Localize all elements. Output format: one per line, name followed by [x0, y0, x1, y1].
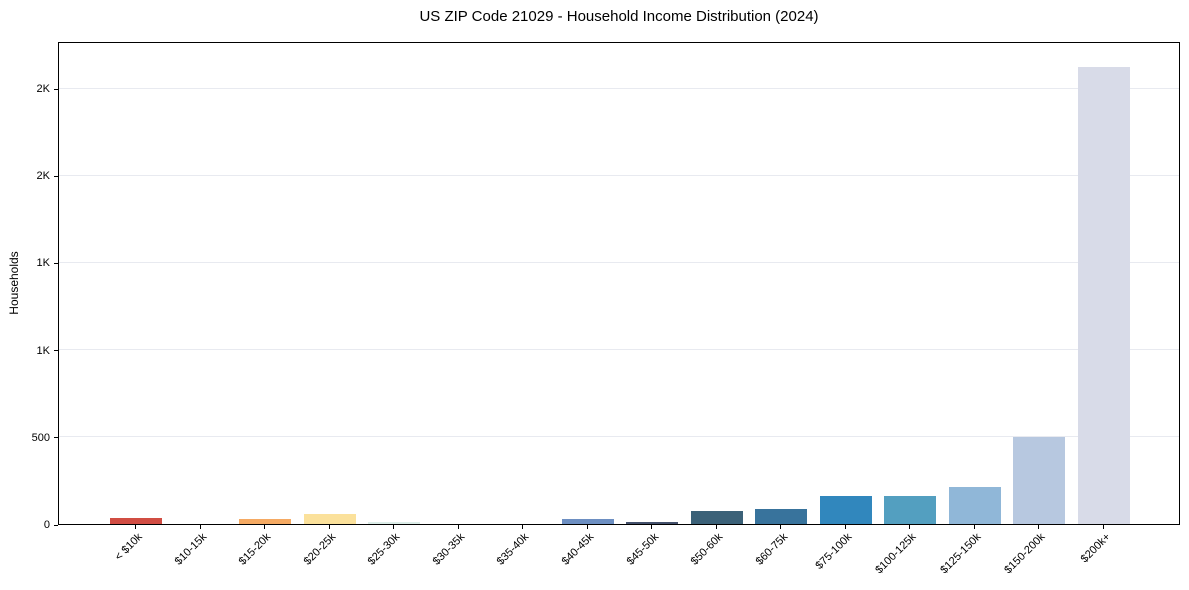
x-tick [780, 525, 782, 529]
y-tick-label: 0 [43, 519, 50, 531]
gridline [59, 349, 1179, 351]
x-tick [909, 525, 911, 529]
x-tick-label-text: $35-40k [495, 531, 532, 568]
x-tick [264, 525, 266, 529]
y-tick-label: 2K [36, 83, 50, 96]
x-tick-label-text: $50-60k [688, 531, 726, 568]
x-tick-label-text: < $10k [112, 531, 145, 564]
x-tick-label-text: $60-75k [753, 531, 790, 568]
x-tick [522, 525, 524, 529]
gridline [59, 87, 1179, 89]
bar [1013, 436, 1066, 524]
bar [884, 495, 937, 524]
x-tick [844, 525, 846, 529]
x-tick [1038, 525, 1040, 529]
x-tick-label-text: $75-100k [813, 531, 855, 572]
y-tick [54, 175, 58, 177]
y-tick-label: 500 [31, 431, 50, 444]
x-tick [586, 525, 588, 529]
bar [561, 518, 614, 524]
bar [755, 508, 808, 524]
x-tick-label-text: $200k+ [1078, 531, 1113, 566]
y-tick-label: 1K [36, 344, 50, 357]
y-tick-label: 1K [36, 257, 50, 270]
bar [303, 514, 356, 524]
bar [1078, 67, 1130, 524]
bar [110, 517, 162, 524]
bar [948, 486, 1001, 524]
y-tick [54, 350, 58, 352]
x-tick-label-text: $30-35k [430, 531, 468, 568]
x-tick [135, 525, 136, 529]
x-tick-label-text: $45-50k [624, 531, 661, 568]
chart-title: US ZIP Code 21029 - Household Income Dis… [419, 8, 819, 25]
gridline [59, 174, 1179, 176]
y-tick [54, 262, 58, 264]
x-tick [651, 525, 653, 529]
x-tick-label-text: $40-45k [559, 531, 597, 568]
y-tick [54, 437, 58, 439]
x-tick [328, 525, 330, 529]
x-tick [715, 525, 717, 529]
y-tick-label: 2K [36, 170, 50, 183]
x-tick [973, 525, 975, 529]
x-tick-label-text: $10-15k [172, 531, 210, 568]
x-tick-label-text: $100-125k [873, 531, 919, 577]
bar [368, 522, 421, 524]
x-tick-label-text: $125-150k [938, 531, 984, 577]
x-tick-label-text: $20-25k [301, 531, 339, 568]
bar [819, 496, 872, 524]
x-tick-label-text: $25-30k [366, 531, 403, 568]
bar [239, 519, 292, 524]
x-tick-label-text: $15-20k [236, 531, 274, 568]
gridline [59, 261, 1179, 263]
y-tick [54, 88, 58, 90]
gridline [59, 436, 1179, 438]
plot-area [58, 42, 1180, 525]
x-tick [199, 525, 201, 529]
x-tick [457, 525, 459, 529]
x-tick-label-text: $150-200k [1002, 531, 1048, 577]
bar [626, 521, 679, 524]
bar [690, 511, 743, 524]
x-tick [1103, 525, 1104, 529]
x-tick [393, 525, 395, 529]
y-tick [54, 524, 58, 526]
